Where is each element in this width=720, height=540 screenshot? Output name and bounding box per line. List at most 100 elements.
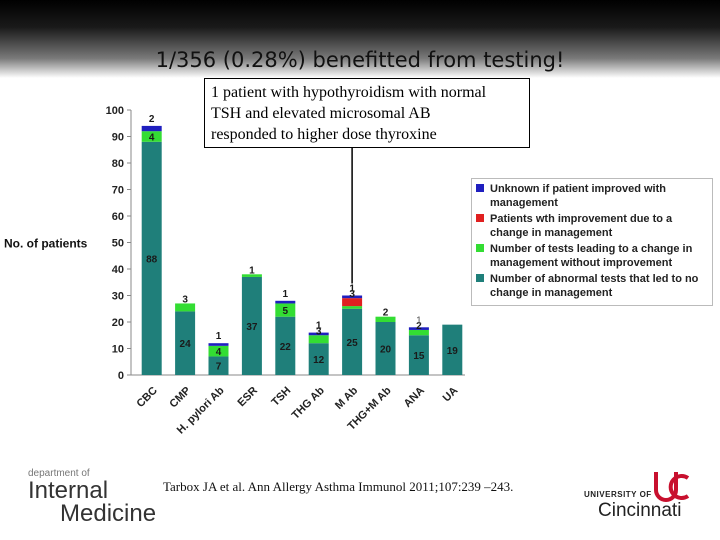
- dept-label: department of: [28, 468, 90, 479]
- data-label: 22: [280, 342, 292, 353]
- x-tick-label: CBC: [134, 385, 159, 410]
- x-tick-label: M Ab: [333, 384, 360, 411]
- legend-swatch-improved: [476, 214, 484, 222]
- bar-segment: [408, 329, 429, 336]
- legend-item-no-change: Number of abnormal tests that led to no …: [476, 272, 708, 300]
- citation: Tarbox JA et al. Ann Allergy Asthma Immu…: [163, 479, 514, 494]
- legend-item-change-no-improve: Number of tests leading to a change in m…: [476, 242, 708, 270]
- bar-segment: [408, 335, 429, 375]
- callout-line: TSH and elevated microsomal AB: [211, 105, 431, 122]
- legend-label: Number of tests leading to a change in m…: [490, 243, 693, 269]
- data-label: 2: [149, 114, 155, 125]
- legend-item-improved: Patients wth improvement due to a change…: [476, 212, 708, 240]
- bar-segment: [342, 295, 363, 299]
- data-label: 88: [146, 254, 158, 265]
- data-label: 3: [349, 289, 355, 300]
- data-label: 20: [380, 345, 392, 356]
- bar-segment: [208, 343, 229, 346]
- bar-segment: [141, 125, 162, 132]
- data-label: 4: [216, 347, 222, 358]
- annotation-callout: 1 patient with hypothyroidism with norma…: [204, 78, 530, 148]
- data-label: 12: [313, 355, 325, 366]
- data-label: 24: [180, 339, 192, 350]
- y-tick-label: 90: [112, 132, 124, 144]
- bar-segment: [241, 274, 262, 277]
- legend-swatch-change-no-improve: [476, 244, 484, 252]
- data-label: 5: [283, 306, 289, 317]
- legend-item-unknown: Unknown if patient improved with managem…: [476, 182, 708, 210]
- callout-line: responded to higher dose thyroxine: [211, 126, 437, 143]
- data-label: 15: [413, 351, 425, 362]
- data-label: 1: [249, 265, 255, 276]
- y-tick-label: 50: [112, 238, 124, 250]
- stacked-bar-chart: 0 10 20 30 40 50 60 70 80 90 100 No. of patients CBC…: [4, 105, 465, 436]
- data-label: 1: [216, 331, 222, 342]
- y-tick-label: 0: [118, 370, 124, 382]
- x-tick-label: CMP: [167, 385, 193, 411]
- data-label: 37: [246, 322, 258, 333]
- legend-label: Number of abnormal tests that led to no …: [490, 273, 699, 299]
- y-tick-label: 40: [112, 264, 124, 276]
- bar-segment: [275, 303, 296, 317]
- bar-segment: [342, 306, 363, 309]
- legend-swatch-no-change: [476, 274, 484, 282]
- dept-name-line: Medicine: [60, 500, 157, 527]
- callout-line: 1 patient with hypothyroidism with norma…: [211, 84, 487, 101]
- bar-segment: [241, 276, 262, 375]
- bar-segment: [208, 345, 229, 357]
- uc-mark-icon: [654, 472, 690, 502]
- bar-segment: [208, 356, 229, 375]
- bar-segment: [275, 316, 296, 375]
- bar-segment: [308, 332, 329, 336]
- dept-name-line: Internal: [28, 477, 109, 504]
- y-tick-label: 20: [112, 317, 124, 329]
- legend-label: Patients wth improvement due to a change…: [490, 213, 673, 239]
- data-label: 2: [416, 321, 422, 332]
- data-label: 1: [316, 321, 322, 332]
- bar-segment: [375, 316, 396, 322]
- y-tick-label: 100: [106, 105, 124, 117]
- data-label: 25: [347, 338, 359, 349]
- y-tick-label: 60: [112, 211, 124, 223]
- x-tick-label: ESR: [236, 385, 261, 410]
- bar-segment: [342, 308, 363, 375]
- bar-segment: [141, 131, 162, 142]
- data-label: 1: [416, 315, 422, 326]
- data-label: 7: [216, 362, 222, 373]
- uc-logo: UNIVERSITY OF Cincinnati: [584, 470, 702, 526]
- data-label: 4: [149, 133, 155, 144]
- chart-legend: Unknown if patient improved with managem…: [471, 178, 713, 306]
- data-label: 2: [383, 308, 389, 319]
- y-tick-label: 30: [112, 291, 124, 303]
- dept-name: Internal Medicine: [28, 477, 157, 527]
- x-tick-label: TSH: [269, 385, 293, 409]
- legend-label: Unknown if patient improved with managem…: [490, 183, 666, 209]
- x-tick-label: ANA: [402, 385, 427, 410]
- bar-segment: [275, 300, 296, 304]
- data-label: 3: [316, 326, 322, 337]
- uc-university-label: UNIVERSITY OF: [584, 490, 652, 499]
- data-label: 19: [447, 346, 459, 357]
- bar-segment: [342, 298, 363, 307]
- bar-segment: [375, 322, 396, 375]
- bar-segment: [141, 141, 162, 375]
- y-tick-label: 80: [112, 158, 124, 170]
- bar-segment: [175, 303, 196, 312]
- header-banner: [0, 0, 720, 78]
- data-label: 1: [283, 289, 289, 300]
- bar-segment: [175, 311, 196, 375]
- slide-title: 1/356 (0.28%) benefitted from testing!: [155, 48, 565, 72]
- data-label: 3: [182, 294, 188, 305]
- bar-segment: [308, 343, 329, 375]
- legend-swatch-unknown: [476, 184, 484, 192]
- y-axis-label: No. of patients: [4, 237, 88, 251]
- y-tick-label: 70: [112, 185, 124, 197]
- uc-city-label: Cincinnati: [598, 500, 682, 521]
- bar-segment: [442, 324, 463, 375]
- x-tick-label: UA: [441, 385, 461, 405]
- y-tick-label: 10: [112, 344, 124, 356]
- internal-medicine-logo: department of Internal Medicine: [28, 468, 157, 527]
- bar-segment: [408, 327, 429, 330]
- bar-segment: [308, 335, 329, 344]
- x-tick-label: THG Ab: [290, 384, 327, 421]
